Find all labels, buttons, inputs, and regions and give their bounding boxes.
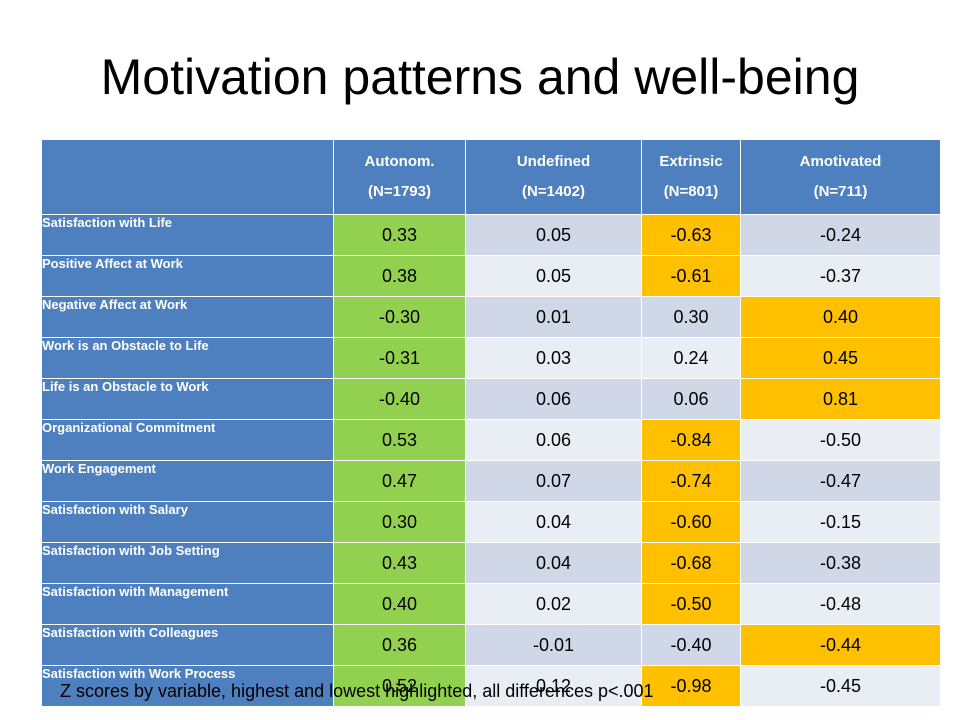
header-row: Autonom. (N=1793) Undefined (N=1402) Ext… xyxy=(41,139,941,215)
value-cell: 0.47 xyxy=(333,460,466,502)
row-label: Satisfaction with Work Process xyxy=(41,665,334,707)
value-cell: -0.24 xyxy=(740,214,941,256)
value-cell: 0.24 xyxy=(641,337,741,379)
value-cell: 0.03 xyxy=(465,337,642,379)
table-row: Life is an Obstacle to Work -0.40 0.06 0.06… xyxy=(41,378,941,420)
value-cell: -0.31 xyxy=(333,337,466,379)
value-cell: 0.30 xyxy=(641,296,741,338)
value-cell: -0.40 xyxy=(333,378,466,420)
row-label: Organizational Commitment xyxy=(41,419,334,461)
value-cell: 0.01 xyxy=(465,296,642,338)
value-cell: 0.30 xyxy=(333,501,466,543)
column-name: Autonom. xyxy=(364,153,435,170)
value-cell: 0.04 xyxy=(465,542,642,584)
results-table: Autonom. (N=1793) Undefined (N=1402) Ext… xyxy=(41,139,941,707)
value-cell: 0.02 xyxy=(465,583,642,625)
row-label: Positive Affect at Work xyxy=(41,255,334,297)
value-cell: 0.36 xyxy=(333,624,466,666)
value-cell: -0.60 xyxy=(641,501,741,543)
row-label: Satisfaction with Job Setting xyxy=(41,542,334,584)
value-cell: -0.84 xyxy=(641,419,741,461)
value-cell: 0.81 xyxy=(740,378,941,420)
corner-cell xyxy=(41,139,334,215)
value-cell: 0.40 xyxy=(333,583,466,625)
row-label: Life is an Obstacle to Work xyxy=(41,378,334,420)
value-cell: -0.30 xyxy=(333,296,466,338)
value-cell: 0.04 xyxy=(465,501,642,543)
value-cell: 0.45 xyxy=(740,337,941,379)
value-cell: 0.06 xyxy=(465,419,642,461)
slide-title: Motivation patterns and well-being xyxy=(100,49,860,105)
value-cell: -0.63 xyxy=(641,214,741,256)
value-cell: 0.05 xyxy=(465,255,642,297)
value-cell: 0.43 xyxy=(333,542,466,584)
row-label: Satisfaction with Management xyxy=(41,583,334,625)
row-label: Negative Affect at Work xyxy=(41,296,334,338)
column-n: (N=1793) xyxy=(368,183,431,200)
column-name: Undefined xyxy=(516,153,591,170)
value-cell: 0.06 xyxy=(641,378,741,420)
value-cell: -0.01 xyxy=(465,624,642,666)
value-cell: 0.38 xyxy=(333,255,466,297)
value-cell: -0.68 xyxy=(641,542,741,584)
value-cell: -0.45 xyxy=(740,665,941,707)
table-row: Organizational Commitment 0.53 0.06 -0.84 -0… xyxy=(41,419,941,461)
table-row: Work is an Obstacle to Life -0.31 0.03 0.24… xyxy=(41,337,941,379)
table-row: Satisfaction with Life 0.33 0.05 -0.63 -0.24 xyxy=(41,214,941,256)
value-cell: -0.40 xyxy=(641,624,741,666)
value-cell: -0.38 xyxy=(740,542,941,584)
value-cell: -0.15 xyxy=(740,501,941,543)
value-cell: -0.44 xyxy=(740,624,941,666)
value-cell: 0.07 xyxy=(465,460,642,502)
table-row: Satisfaction with Management 0.40 0.02 -0.5… xyxy=(41,583,941,625)
footnote: Z scores by variable, highest and lowest… xyxy=(60,681,654,701)
value-cell: 0.53 xyxy=(333,419,466,461)
column-name: Amotivated xyxy=(799,153,882,170)
value-cell: -0.50 xyxy=(641,583,741,625)
row-label: Satisfaction with Colleagues xyxy=(41,624,334,666)
value-cell: -0.50 xyxy=(740,419,941,461)
table-row: Work Engagement 0.47 0.07 -0.74 -0.47 xyxy=(41,460,941,502)
column-header-amotivated: Amotivated (N=711) xyxy=(740,139,941,215)
table-row: Negative Affect at Work -0.30 0.01 0.30 0.40 xyxy=(41,296,941,338)
value-cell: 0.05 xyxy=(465,214,642,256)
column-n: (N=801) xyxy=(663,183,719,200)
table-row: Satisfaction with Job Setting 0.43 0.04 -0.… xyxy=(41,542,941,584)
value-cell: 0.12 xyxy=(465,665,642,707)
value-cell: -0.98 xyxy=(641,665,741,707)
value-cell: -0.37 xyxy=(740,255,941,297)
column-header-autonom: Autonom. (N=1793) xyxy=(333,139,466,215)
column-n: (N=711) xyxy=(813,183,868,200)
column-header-extrinsic: Extrinsic (N=801) xyxy=(641,139,741,215)
column-header-undefined: Undefined (N=1402) xyxy=(465,139,642,215)
value-cell: 0.33 xyxy=(333,214,466,256)
table-row: Satisfaction with Salary 0.30 0.04 -0.60 -0.… xyxy=(41,501,941,543)
value-cell: -0.74 xyxy=(641,460,741,502)
column-name: Extrinsic xyxy=(659,153,723,170)
row-label: Satisfaction with Life xyxy=(41,214,334,256)
row-label: Work is an Obstacle to Life xyxy=(41,337,334,379)
table-row: Positive Affect at Work 0.38 0.05 -0.61 -0.3… xyxy=(41,255,941,297)
column-n: (N=1402) xyxy=(522,183,585,200)
table-row: Satisfaction with Work Process 0.52 0.12 -0… xyxy=(41,665,941,707)
row-label: Satisfaction with Salary xyxy=(41,501,334,543)
value-cell: -0.48 xyxy=(740,583,941,625)
value-cell: 0.40 xyxy=(740,296,941,338)
row-label: Work Engagement xyxy=(41,460,334,502)
table-row: Satisfaction with Colleagues 0.36 -0.01 -0.… xyxy=(41,624,941,666)
value-cell: 0.06 xyxy=(465,378,642,420)
value-cell: -0.61 xyxy=(641,255,741,297)
value-cell: -0.47 xyxy=(740,460,941,502)
